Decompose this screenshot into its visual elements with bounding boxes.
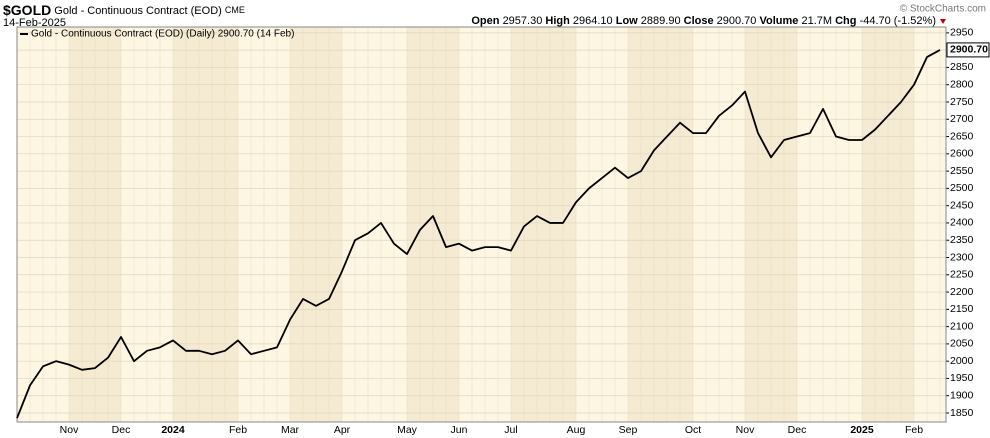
- price-line: [16, 49, 941, 419]
- y-tick-label: 2500: [950, 182, 974, 194]
- low: 2889.90: [641, 15, 681, 27]
- y-tick-label: 2250: [950, 269, 974, 281]
- y-tick-label: 2850: [950, 61, 974, 73]
- x-tick-label: Nov: [736, 424, 755, 436]
- instrument-name: Gold - Continuous Contract (EOD): [54, 5, 222, 17]
- y-tick-label: 2450: [950, 199, 974, 211]
- y-tick-label: 2000: [950, 355, 974, 367]
- x-tick-label: May: [397, 424, 418, 436]
- y-tick-label: 2200: [950, 286, 974, 298]
- y-tick-label: 2300: [950, 251, 974, 263]
- x-tick-label: Jul: [504, 424, 517, 436]
- y-tick-label: 2700: [950, 113, 974, 125]
- chg-label: Chg: [835, 15, 856, 27]
- y-tick-label: 2600: [950, 148, 974, 160]
- chg: -44.70 (-1.52%): [860, 15, 936, 27]
- x-tick-label: Dec: [788, 424, 807, 436]
- x-tick-label: Sep: [619, 424, 638, 436]
- x-tick-label: Oct: [685, 424, 701, 436]
- down-arrow: [940, 19, 946, 24]
- plot-background: [17, 27, 946, 422]
- x-tick-label: 2025: [850, 424, 874, 436]
- x-tick-label: Aug: [567, 424, 586, 436]
- y-tick-label: 1850: [950, 407, 974, 419]
- plot-frame: [16, 26, 947, 423]
- x-tick-label: Jun: [451, 424, 468, 436]
- y-tick-label: 1950: [950, 372, 974, 384]
- symbol: $GOLD: [3, 2, 51, 18]
- y-tick-label: 2050: [950, 338, 974, 350]
- x-tick-label: Feb: [905, 424, 923, 436]
- plot-area: 1850 1900 1950 2000 2050 2100 2150 2200 2250 2300…: [16, 26, 990, 436]
- y-tick-label: 2550: [950, 165, 974, 177]
- last-value-label: 2900.70: [950, 44, 988, 56]
- date: 14-Feb-2025: [3, 17, 66, 29]
- y-tick-label: 2650: [950, 130, 974, 142]
- open: 2957.30: [503, 15, 543, 27]
- open-label: Open: [471, 15, 499, 27]
- header-line: $GOLD Gold - Continuous Contract (EOD) C…: [3, 2, 245, 18]
- volume-label: Volume: [759, 15, 798, 27]
- x-tick-label: Feb: [229, 424, 247, 436]
- y-tick-label: 2750: [950, 96, 974, 108]
- y-tick-label: 2950: [950, 27, 974, 39]
- y-tick-label: 2400: [950, 217, 974, 229]
- volume: 21.7M: [801, 15, 832, 27]
- close: 2900.70: [717, 15, 757, 27]
- last-value-box: [946, 42, 990, 58]
- y-tick-label: 2100: [950, 320, 974, 332]
- exchange: CME: [225, 5, 245, 15]
- x-tick-label: 2024: [161, 424, 185, 436]
- month-band: [173, 27, 238, 422]
- low-label: Low: [616, 15, 638, 27]
- x-tick-label: Mar: [281, 424, 300, 436]
- legend-label: Gold - Continuous Contract (EOD) (Daily)…: [31, 29, 294, 40]
- x-tick-label: Dec: [112, 424, 131, 436]
- y-tick-label: 2150: [950, 303, 974, 315]
- high: 2964.10: [573, 15, 613, 27]
- x-tick-label: Apr: [334, 424, 351, 436]
- y-tick-label: 1900: [950, 390, 974, 402]
- y-tick-label: 2350: [950, 234, 974, 246]
- y-tick-label: 2800: [950, 78, 974, 90]
- month-band: [628, 27, 693, 422]
- high-label: High: [545, 15, 570, 27]
- quote-line: Open 2957.30 High 2964.10 Low 2889.90 Cl…: [471, 15, 936, 27]
- logo: © StockCharts.com: [900, 4, 986, 15]
- close-label: Close: [684, 15, 714, 27]
- month-band: [511, 27, 576, 422]
- x-tick-label: Nov: [60, 424, 79, 436]
